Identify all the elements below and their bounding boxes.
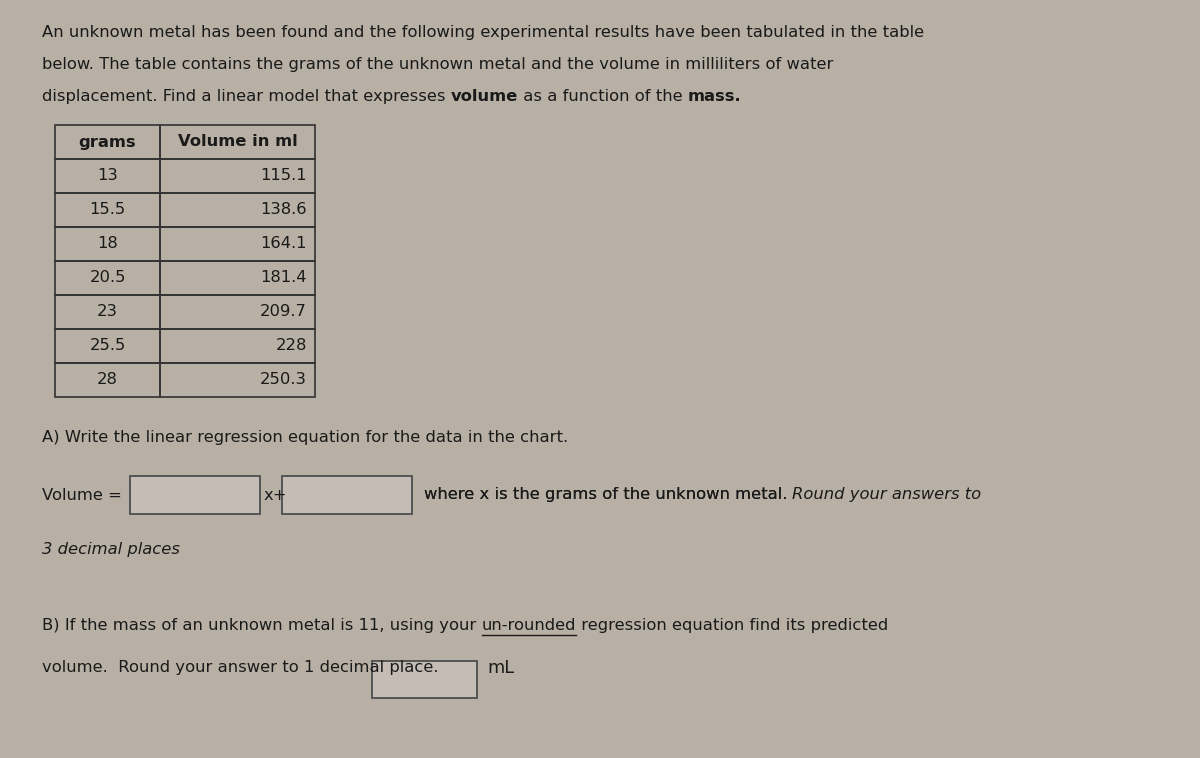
Text: volume: volume xyxy=(451,89,518,104)
Text: below. The table contains the grams of the unknown metal and the volume in milli: below. The table contains the grams of t… xyxy=(42,57,833,72)
Bar xyxy=(55,329,160,363)
Text: 3 decimal places: 3 decimal places xyxy=(42,542,180,557)
Bar xyxy=(130,476,260,514)
Text: 209.7: 209.7 xyxy=(260,305,307,320)
Text: 20.5: 20.5 xyxy=(89,271,126,286)
Bar xyxy=(160,329,314,363)
Text: as a function of the: as a function of the xyxy=(518,89,688,104)
Bar xyxy=(282,476,412,514)
Bar xyxy=(160,125,314,159)
Bar xyxy=(55,295,160,329)
Text: 23: 23 xyxy=(97,305,118,320)
Text: 15.5: 15.5 xyxy=(89,202,126,218)
Text: x+: x+ xyxy=(264,487,288,503)
Text: 115.1: 115.1 xyxy=(260,168,307,183)
Bar xyxy=(160,159,314,193)
Bar xyxy=(55,363,160,397)
Bar xyxy=(55,261,160,295)
Text: un-rounded: un-rounded xyxy=(481,618,576,633)
Text: regression equation find its predicted: regression equation find its predicted xyxy=(576,618,888,633)
Bar xyxy=(372,661,478,698)
Bar xyxy=(55,159,160,193)
Text: 18: 18 xyxy=(97,236,118,252)
Text: grams: grams xyxy=(79,134,137,149)
Bar xyxy=(160,227,314,261)
Text: Round your answers to: Round your answers to xyxy=(792,487,982,503)
Text: 164.1: 164.1 xyxy=(260,236,307,252)
Bar xyxy=(55,193,160,227)
Text: mL: mL xyxy=(487,659,514,677)
Text: 13: 13 xyxy=(97,168,118,183)
Bar xyxy=(55,125,160,159)
Bar xyxy=(160,295,314,329)
Text: 28: 28 xyxy=(97,372,118,387)
Bar xyxy=(160,363,314,397)
Text: B) If the mass of an unknown metal is 11, using your: B) If the mass of an unknown metal is 11… xyxy=(42,618,481,633)
Text: 250.3: 250.3 xyxy=(260,372,307,387)
Bar xyxy=(55,227,160,261)
Text: An unknown metal has been found and the following experimental results have been: An unknown metal has been found and the … xyxy=(42,25,924,40)
Text: 138.6: 138.6 xyxy=(260,202,307,218)
Text: mass.: mass. xyxy=(688,89,742,104)
Text: where x is the grams of the unknown metal.: where x is the grams of the unknown meta… xyxy=(424,487,787,503)
Text: displacement. Find a linear model that expresses: displacement. Find a linear model that e… xyxy=(42,89,451,104)
Text: A) Write the linear regression equation for the data in the chart.: A) Write the linear regression equation … xyxy=(42,430,568,445)
Text: 181.4: 181.4 xyxy=(260,271,307,286)
Text: Volume in ml: Volume in ml xyxy=(178,134,298,149)
Text: Volume =: Volume = xyxy=(42,487,122,503)
Text: volume.  Round your answer to 1 decimal place.: volume. Round your answer to 1 decimal p… xyxy=(42,660,438,675)
Text: 25.5: 25.5 xyxy=(89,339,126,353)
Text: 228: 228 xyxy=(276,339,307,353)
Bar xyxy=(160,193,314,227)
Bar xyxy=(160,261,314,295)
Text: where x is the grams of the unknown metal.: where x is the grams of the unknown meta… xyxy=(424,487,787,503)
